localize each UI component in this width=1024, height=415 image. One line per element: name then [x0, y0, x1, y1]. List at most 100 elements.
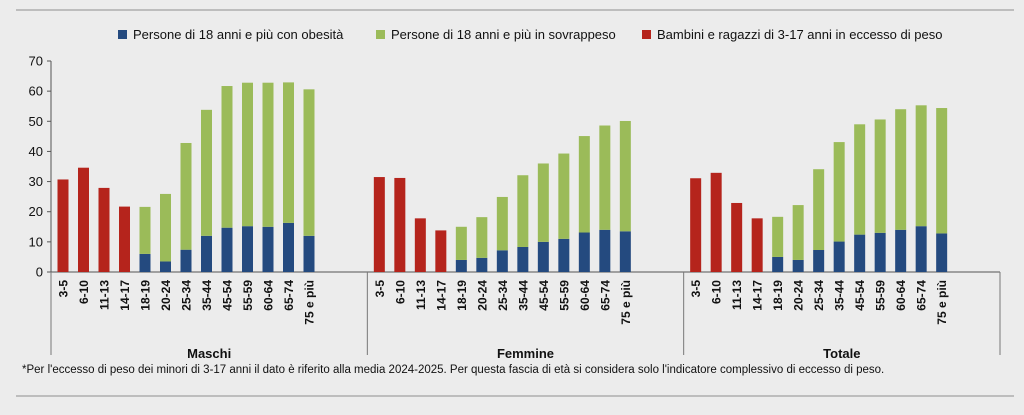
y-tick-label: 50 [29, 114, 43, 129]
bar-overweight-maschi-55-59 [242, 82, 253, 227]
bar-obesity-totale-60-64 [895, 229, 907, 272]
bar-children-totale-6-10 [710, 172, 722, 272]
x-tick-label: 35-44 [833, 280, 847, 311]
x-tick-label: 11-13 [414, 280, 428, 310]
bar-children-totale-3-5 [690, 178, 702, 272]
bar-overweight-totale-65-74 [915, 105, 927, 227]
bar-children-femmine-14-17 [435, 230, 447, 272]
x-tick-label: 65-74 [915, 280, 929, 311]
bar-obesity-maschi-65-74 [283, 222, 294, 272]
bar-overweight-totale-75 e più [936, 108, 948, 234]
x-tick-label: 55-59 [874, 280, 888, 311]
bar-overweight-totale-18-19 [772, 216, 784, 257]
bar-obesity-femmine-65-74 [599, 229, 611, 272]
bar-overweight-femmine-75 e più [619, 120, 631, 232]
bar-overweight-femmine-18-19 [455, 226, 467, 260]
bar-overweight-totale-45-54 [854, 124, 866, 235]
bar-overweight-totale-25-34 [813, 169, 825, 250]
x-tick-label: 45-54 [853, 280, 867, 311]
bar-children-femmine-11-13 [414, 218, 426, 272]
legend-item-overweight: Persone di 18 anni e più in sovrappeso [376, 26, 616, 44]
bar-obesity-totale-45-54 [854, 234, 866, 272]
bar-overweight-femmine-65-74 [599, 125, 611, 230]
bar-overweight-maschi-75 e più [303, 89, 315, 236]
bar-overweight-femmine-35-44 [517, 175, 529, 247]
bar-overweight-maschi-65-74 [283, 82, 294, 223]
bar-overweight-maschi-60-64 [262, 82, 274, 227]
bar-obesity-maschi-18-19 [139, 253, 151, 272]
x-tick-label: 20-24 [792, 280, 806, 311]
x-tick-label: 45-54 [221, 280, 235, 311]
bar-overweight-totale-35-44 [833, 142, 845, 242]
bar-children-totale-14-17 [751, 218, 763, 272]
x-tick-label: 3-5 [57, 280, 71, 298]
x-tick-label: 20-24 [159, 280, 173, 311]
x-tick-label: 6-10 [710, 280, 724, 304]
x-tick-label: 55-59 [241, 280, 255, 311]
legend-swatch-children [642, 30, 651, 40]
bar-obesity-femmine-55-59 [558, 238, 570, 272]
top-divider [16, 9, 1014, 11]
x-tick-label: 75 e più [619, 280, 633, 325]
legend-swatch-obesity [118, 30, 127, 40]
legend-item-obesity: Persone di 18 anni e più con obesità [118, 26, 343, 44]
bar-children-totale-11-13 [731, 202, 743, 272]
legend-item-children: Bambini e ragazzi di 3-17 anni in eccess… [642, 26, 942, 44]
y-tick-label: 70 [29, 54, 43, 69]
bar-overweight-maschi-35-44 [201, 109, 212, 236]
bar-obesity-femmine-35-44 [517, 246, 529, 272]
bottom-divider [16, 395, 1014, 397]
bar-children-femmine-6-10 [394, 177, 406, 272]
x-tick-label: 11-13 [98, 280, 112, 310]
x-tick-label: 25-34 [496, 280, 510, 311]
x-tick-label: 18-19 [139, 280, 153, 311]
footnote: *Per l'eccesso di peso dei minori di 3-1… [22, 364, 885, 376]
bar-obesity-maschi-20-24 [160, 261, 171, 272]
bar-obesity-maschi-35-44 [201, 235, 212, 272]
bar-overweight-totale-20-24 [792, 205, 804, 260]
bar-obesity-totale-25-34 [813, 249, 825, 272]
bar-overweight-maschi-18-19 [139, 206, 151, 254]
x-tick-label: 18-19 [455, 280, 469, 311]
bar-overweight-femmine-60-64 [578, 136, 590, 233]
x-tick-label: 6-10 [393, 280, 407, 304]
x-tick-label: 60-64 [894, 280, 908, 311]
group-label-femmine: Femmine [497, 346, 554, 361]
x-tick-label: 3-5 [689, 280, 703, 298]
bar-obesity-femmine-18-19 [455, 259, 467, 272]
y-tick-label: 20 [29, 204, 43, 219]
y-tick-label: 30 [29, 174, 43, 189]
bar-children-maschi-11-13 [98, 187, 110, 272]
bar-overweight-maschi-20-24 [160, 193, 171, 262]
bar-children-femmine-3-5 [373, 177, 385, 272]
group-label-maschi: Maschi [187, 346, 231, 361]
legend-label-children: Bambini e ragazzi di 3-17 anni in eccess… [657, 27, 943, 42]
x-tick-label: 11-13 [730, 280, 744, 310]
legend-swatch-overweight [376, 30, 385, 40]
y-tick-label: 10 [29, 234, 43, 249]
x-tick-label: 14-17 [751, 280, 765, 311]
chart-legend: Persone di 18 anni e più con obesità Per… [0, 26, 1024, 46]
x-tick-label: 3-5 [373, 280, 387, 298]
legend-label-obesity: Persone di 18 anni e più con obesità [133, 27, 344, 42]
bar-overweight-maschi-45-54 [221, 86, 233, 228]
y-tick-label: 0 [36, 265, 43, 280]
legend-label-overweight: Persone di 18 anni e più in sovrappeso [391, 27, 616, 42]
bar-obesity-totale-35-44 [833, 241, 845, 272]
x-tick-label: 20-24 [475, 280, 489, 311]
x-tick-label: 55-59 [557, 280, 571, 311]
x-tick-label: 60-64 [262, 280, 276, 311]
y-tick-label: 40 [29, 144, 43, 159]
bar-obesity-totale-18-19 [772, 256, 784, 272]
bar-obesity-totale-55-59 [874, 232, 886, 272]
x-tick-label: 25-34 [812, 280, 826, 311]
bar-obesity-maschi-60-64 [262, 226, 274, 272]
bar-obesity-totale-65-74 [915, 226, 927, 272]
bar-children-maschi-3-5 [57, 179, 69, 272]
x-tick-label: 60-64 [578, 280, 592, 311]
bar-overweight-femmine-25-34 [496, 196, 508, 251]
bar-obesity-maschi-25-34 [180, 249, 192, 272]
bar-overweight-totale-60-64 [895, 109, 907, 230]
bar-obesity-femmine-20-24 [476, 257, 488, 272]
y-tick-label: 60 [29, 84, 43, 99]
